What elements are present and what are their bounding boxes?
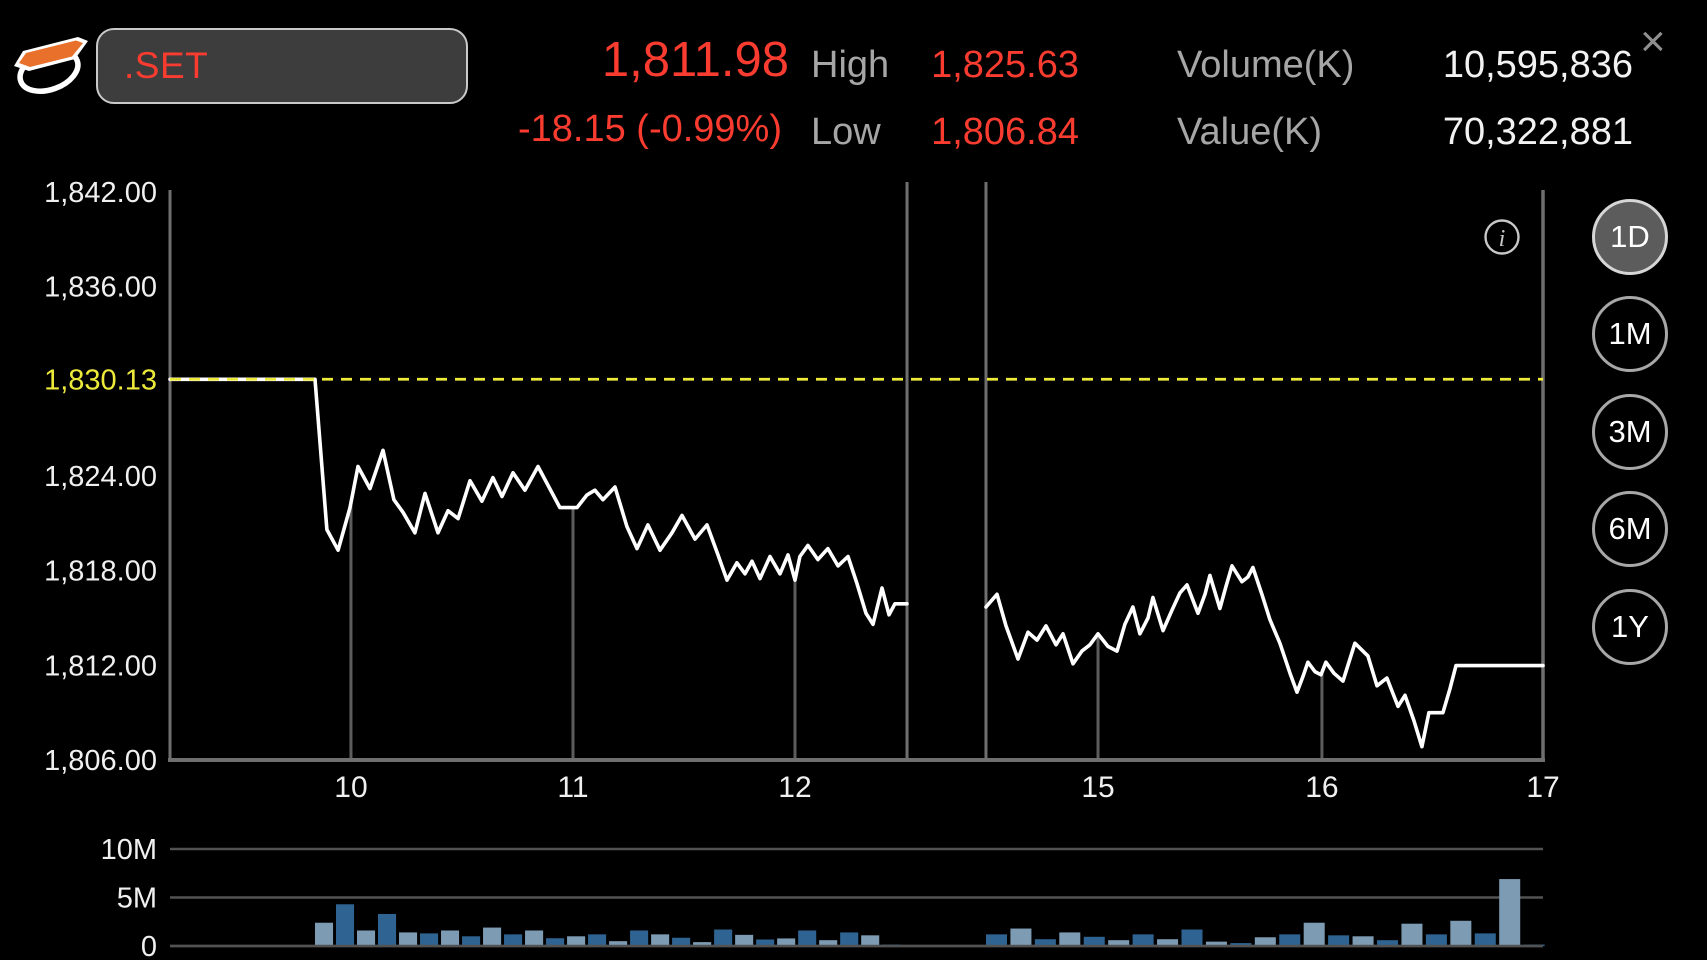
value-value: 70,322,881 <box>1442 111 1633 153</box>
value-label: Value(K) <box>1177 111 1323 153</box>
svg-text:1,842.00: 1,842.00 <box>44 177 157 209</box>
time-axis-labels: 10 11 12 15 16 17 <box>334 771 1559 804</box>
price-line-morning <box>168 377 909 627</box>
svg-text:10: 10 <box>334 771 367 804</box>
broker-logo-icon <box>8 30 94 98</box>
svg-text:16: 16 <box>1305 771 1338 804</box>
price-volume-chart: 1,842.00 1,836.00 1,824.00 1,818.00 1,812.00… <box>44 177 1560 960</box>
price-line-afternoon <box>984 564 1545 749</box>
prev-close-label: 1,830.13 <box>44 364 157 396</box>
svg-text:1,824.00: 1,824.00 <box>44 461 157 493</box>
svg-text:12: 12 <box>778 771 811 804</box>
chart-axes <box>168 182 1545 762</box>
price-line <box>168 377 1545 749</box>
last-price: 1,811.98 <box>601 33 789 87</box>
range-button-6m[interactable]: 6M <box>1592 491 1668 567</box>
low-label: Low <box>811 111 881 153</box>
range-button-1m[interactable]: 1M <box>1592 296 1668 372</box>
svg-text:15: 15 <box>1081 771 1114 804</box>
svg-text:1,836.00: 1,836.00 <box>44 272 157 304</box>
volume-gridlines <box>170 847 1543 948</box>
close-icon[interactable]: × <box>1640 17 1666 66</box>
range-button-3m[interactable]: 3M <box>1592 394 1668 470</box>
info-icon[interactable]: i <box>1484 219 1520 255</box>
high-value: 1,825.63 <box>931 44 1079 86</box>
volume-value: 10,595,836 <box>1442 44 1633 86</box>
high-label: High <box>811 44 890 86</box>
svg-text:1,806.00: 1,806.00 <box>44 745 157 777</box>
svg-text:1,812.00: 1,812.00 <box>44 650 157 682</box>
volume-bars <box>170 879 1545 948</box>
range-button-1y[interactable]: 1Y <box>1592 589 1668 665</box>
svg-text:10M: 10M <box>101 834 157 866</box>
svg-text:11: 11 <box>557 771 588 804</box>
volume-label: Volume(K) <box>1177 44 1355 86</box>
symbol-text: .SET <box>124 45 209 86</box>
hour-droplines <box>349 502 1324 760</box>
low-value: 1,806.84 <box>931 111 1079 153</box>
svg-text:i: i <box>1499 226 1506 252</box>
price-change: -18.15 (-0.99%) <box>517 108 782 150</box>
chart-area: 1,842.00 1,836.00 1,824.00 1,818.00 1,812.00… <box>0 170 1707 960</box>
symbol-input[interactable]: .SET <box>96 28 468 104</box>
svg-text:17: 17 <box>1526 771 1559 804</box>
volume-axis-labels: 10M 5M 0 <box>101 834 157 960</box>
price-axis-labels: 1,842.00 1,836.00 1,824.00 1,818.00 1,812.00… <box>44 177 157 777</box>
range-button-1d[interactable]: 1D <box>1592 199 1668 275</box>
svg-text:5M: 5M <box>117 883 157 915</box>
svg-text:1,818.00: 1,818.00 <box>44 556 157 588</box>
svg-text:0: 0 <box>141 931 157 960</box>
